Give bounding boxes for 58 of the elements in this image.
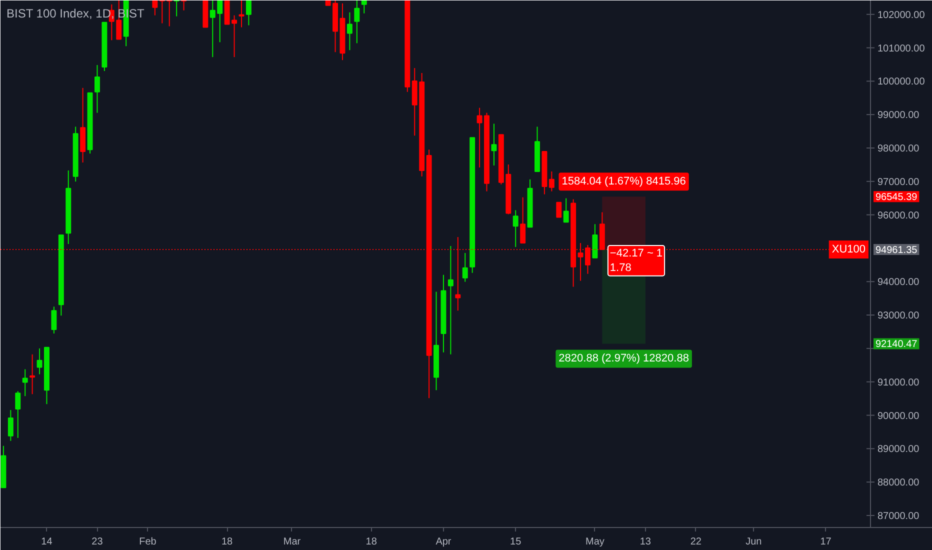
candlestick [15, 390, 21, 438]
candlestick [94, 64, 100, 114]
candlestick [491, 123, 497, 166]
y-tick-label: 89000.00 [878, 444, 920, 456]
x-tick-label: 23 [92, 536, 104, 548]
candlestick [548, 170, 554, 192]
candlestick [361, 0, 367, 14]
candlestick [512, 210, 518, 248]
candlestick [181, 0, 187, 11]
x-tick-label: 14 [41, 536, 53, 548]
candlestick [238, 0, 244, 28]
y-tick-label: 102000.00 [878, 10, 926, 21]
x-tick-label: 18 [366, 536, 378, 548]
x-tick-label: May [586, 536, 604, 548]
text: 96545.39 [876, 192, 918, 204]
candlestick [8, 410, 14, 442]
y-tick-label: 100000.00 [878, 76, 926, 88]
candlestick [592, 224, 598, 258]
x-tick-label: Apr [436, 536, 452, 548]
y-tick-label: 101000.00 [878, 43, 926, 54]
y-tick-label: 97000.00 [878, 176, 920, 188]
candlestick [462, 252, 468, 282]
candlestick [51, 306, 57, 334]
ref-line-label: XU100 [832, 244, 866, 256]
x-tick-label: Mar [283, 536, 302, 548]
candlestick [22, 368, 28, 397]
x-tick-label: 17 [820, 536, 832, 548]
candlestick [152, 0, 158, 16]
candlestick [556, 202, 562, 218]
candlestick [246, 0, 252, 26]
annotation: −42.17 ~ 1 1.78 [610, 248, 663, 274]
candlestick [354, 0, 360, 44]
y-tick-label: 87000.00 [878, 510, 920, 522]
y-tick-label: 98000.00 [878, 143, 920, 154]
y-tick-label: 99000.00 [878, 110, 920, 122]
candlestick [346, 12, 352, 51]
x-tick-label: 18 [222, 536, 234, 548]
band-label: 1584.04 (1.67%) 8415.96 [562, 176, 686, 188]
band-label: 2820.88 (2.97%) 12820.88 [558, 352, 689, 365]
x-tick-label: 15 [510, 536, 522, 548]
x-tick-label: 13 [640, 536, 652, 548]
y-tick-label: 88000.00 [878, 478, 920, 489]
candlestick [80, 87, 86, 163]
candlestick [563, 198, 569, 223]
x-tick-label: 22 [690, 536, 702, 548]
text: 92140.47 [876, 339, 918, 350]
y-tick-label: 93000.00 [878, 310, 920, 322]
candlestick [30, 354, 36, 395]
x-tick-label: Feb [139, 536, 157, 548]
y-tick-label: 91000.00 [878, 377, 920, 388]
x-tick-label: Jun [746, 536, 762, 548]
y-tick-label: 90000.00 [878, 410, 920, 422]
candlestick [174, 0, 180, 17]
text: 94961.35 [876, 245, 918, 256]
y-tick-label: 94000.00 [878, 277, 920, 288]
candlestick [520, 196, 526, 244]
y-tick-label: 96000.00 [878, 210, 920, 222]
candlestick [448, 246, 454, 355]
